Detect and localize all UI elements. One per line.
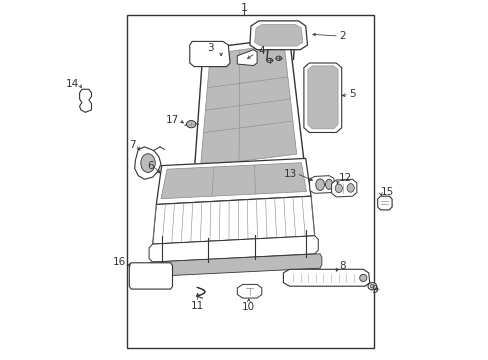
Bar <box>127 15 373 348</box>
Ellipse shape <box>325 179 332 189</box>
Polygon shape <box>307 66 337 129</box>
Polygon shape <box>283 269 369 286</box>
Ellipse shape <box>266 58 272 63</box>
Polygon shape <box>194 38 303 175</box>
Ellipse shape <box>315 179 324 190</box>
Text: 13: 13 <box>283 168 296 179</box>
Ellipse shape <box>186 121 196 128</box>
Ellipse shape <box>367 283 376 290</box>
Text: 12: 12 <box>338 173 351 183</box>
Polygon shape <box>129 263 172 289</box>
Polygon shape <box>161 163 306 199</box>
Ellipse shape <box>369 284 374 288</box>
Text: 8: 8 <box>338 261 345 271</box>
Polygon shape <box>148 254 321 276</box>
Polygon shape <box>156 158 310 204</box>
Text: 1: 1 <box>241 3 247 13</box>
Polygon shape <box>249 21 307 50</box>
Text: 14: 14 <box>65 78 79 89</box>
Ellipse shape <box>141 154 155 172</box>
Ellipse shape <box>275 56 281 60</box>
Polygon shape <box>309 176 335 193</box>
Text: 10: 10 <box>242 302 255 312</box>
Text: 16: 16 <box>113 257 126 267</box>
Ellipse shape <box>346 184 354 192</box>
Polygon shape <box>331 179 356 197</box>
Polygon shape <box>80 89 91 112</box>
Polygon shape <box>200 44 296 166</box>
Text: 5: 5 <box>348 89 355 99</box>
Polygon shape <box>377 196 391 210</box>
Polygon shape <box>303 63 341 132</box>
Polygon shape <box>149 236 318 262</box>
Text: 11: 11 <box>191 301 204 311</box>
Text: 9: 9 <box>370 285 377 295</box>
Text: 17: 17 <box>165 114 179 125</box>
Text: 4: 4 <box>258 46 265 56</box>
Polygon shape <box>237 284 261 298</box>
Polygon shape <box>134 147 161 179</box>
Text: 7: 7 <box>129 140 136 150</box>
Text: 6: 6 <box>147 161 153 171</box>
Polygon shape <box>237 50 257 66</box>
Ellipse shape <box>359 274 366 282</box>
Polygon shape <box>189 41 230 67</box>
Polygon shape <box>254 24 302 46</box>
Ellipse shape <box>335 184 342 193</box>
Text: 15: 15 <box>380 186 393 197</box>
Text: 3: 3 <box>207 43 213 53</box>
Text: 2: 2 <box>338 31 345 41</box>
Polygon shape <box>152 196 314 244</box>
